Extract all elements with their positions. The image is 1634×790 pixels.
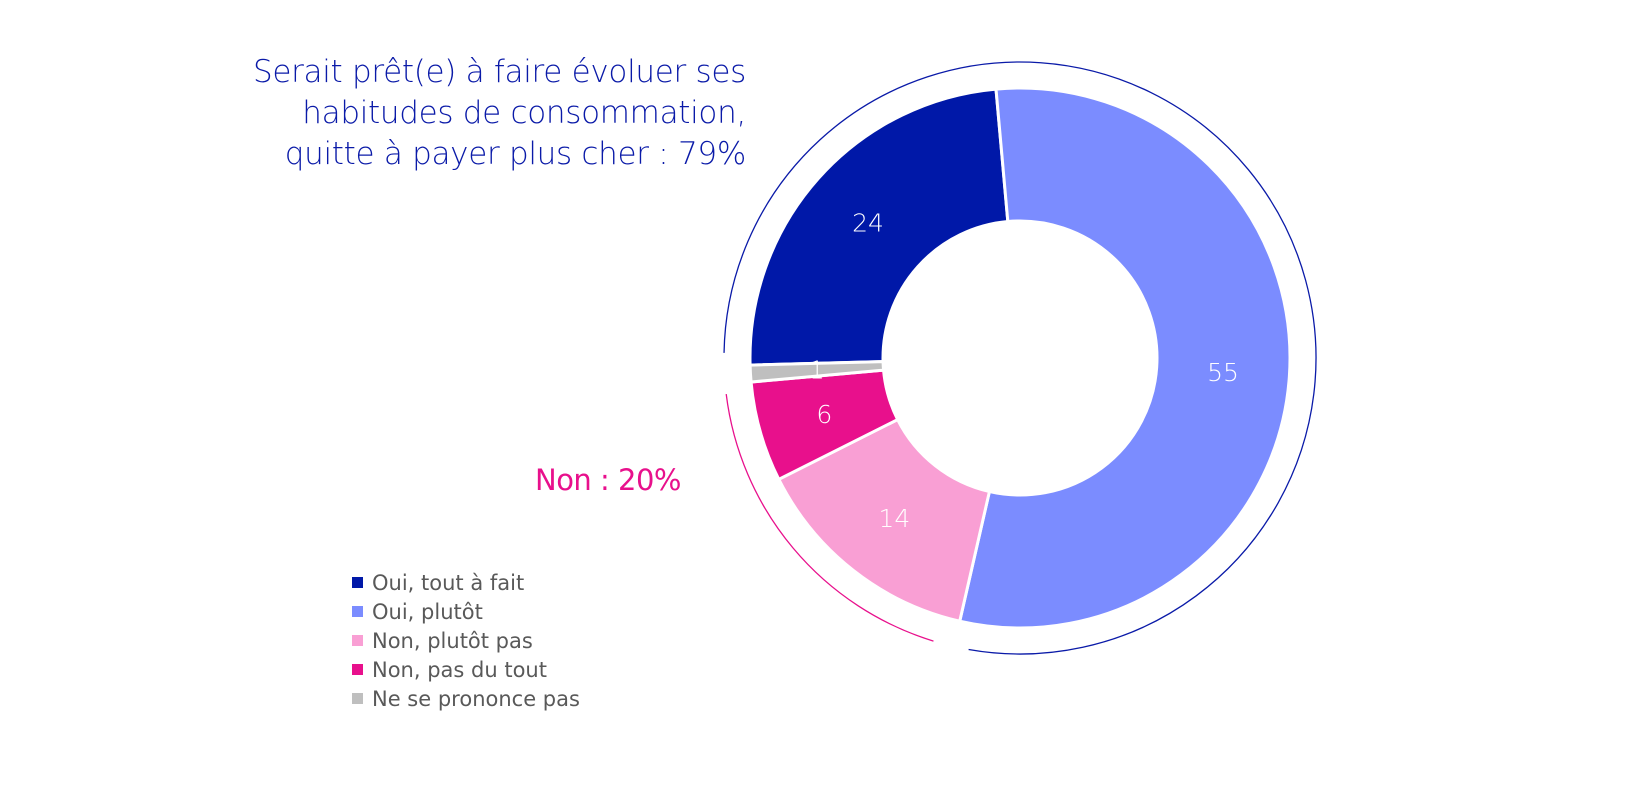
legend: Oui, tout à fait Oui, plutôt Non, plutôt p… — [352, 568, 580, 713]
legend-swatch — [352, 606, 363, 617]
data-label: 24 — [852, 209, 884, 238]
data-label: 1 — [809, 356, 825, 385]
group-arc-non — [725, 393, 934, 642]
chart-title: Serait prêt(e) à faire évoluer ses habit… — [146, 52, 746, 175]
slice-1 — [957, 86, 1292, 630]
legend-item: Non, plutôt pas — [352, 626, 580, 655]
group-arc-oui — [723, 61, 1317, 655]
slice-0 — [748, 87, 1010, 367]
legend-label: Non, plutôt pas — [372, 628, 533, 653]
title-line: Serait prêt(e) à faire évoluer ses — [252, 54, 746, 90]
legend-swatch — [352, 635, 363, 646]
slice-2 — [776, 417, 992, 623]
legend-label: Ne se prononce pas — [372, 686, 580, 711]
legend-item: Oui, tout à fait — [352, 568, 580, 597]
data-label: 55 — [1207, 358, 1239, 387]
title-line: quitte à payer plus cher : 79% — [284, 136, 747, 172]
legend-item: Oui, plutôt — [352, 597, 580, 626]
data-label: 14 — [879, 504, 911, 533]
data-label: 6 — [816, 400, 832, 429]
title-line: habitudes de consommation, — [302, 95, 746, 131]
legend-swatch — [352, 664, 363, 675]
legend-swatch — [352, 693, 363, 704]
non-total-label: Non : 20% — [535, 463, 681, 497]
legend-item: Ne se prononce pas — [352, 684, 580, 713]
legend-label: Oui, plutôt — [372, 599, 483, 624]
slice-4 — [748, 360, 886, 384]
legend-label: Non, pas du tout — [372, 657, 547, 682]
legend-item: Non, pas du tout — [352, 655, 580, 684]
legend-label: Oui, tout à fait — [372, 570, 525, 595]
legend-swatch — [352, 577, 363, 588]
